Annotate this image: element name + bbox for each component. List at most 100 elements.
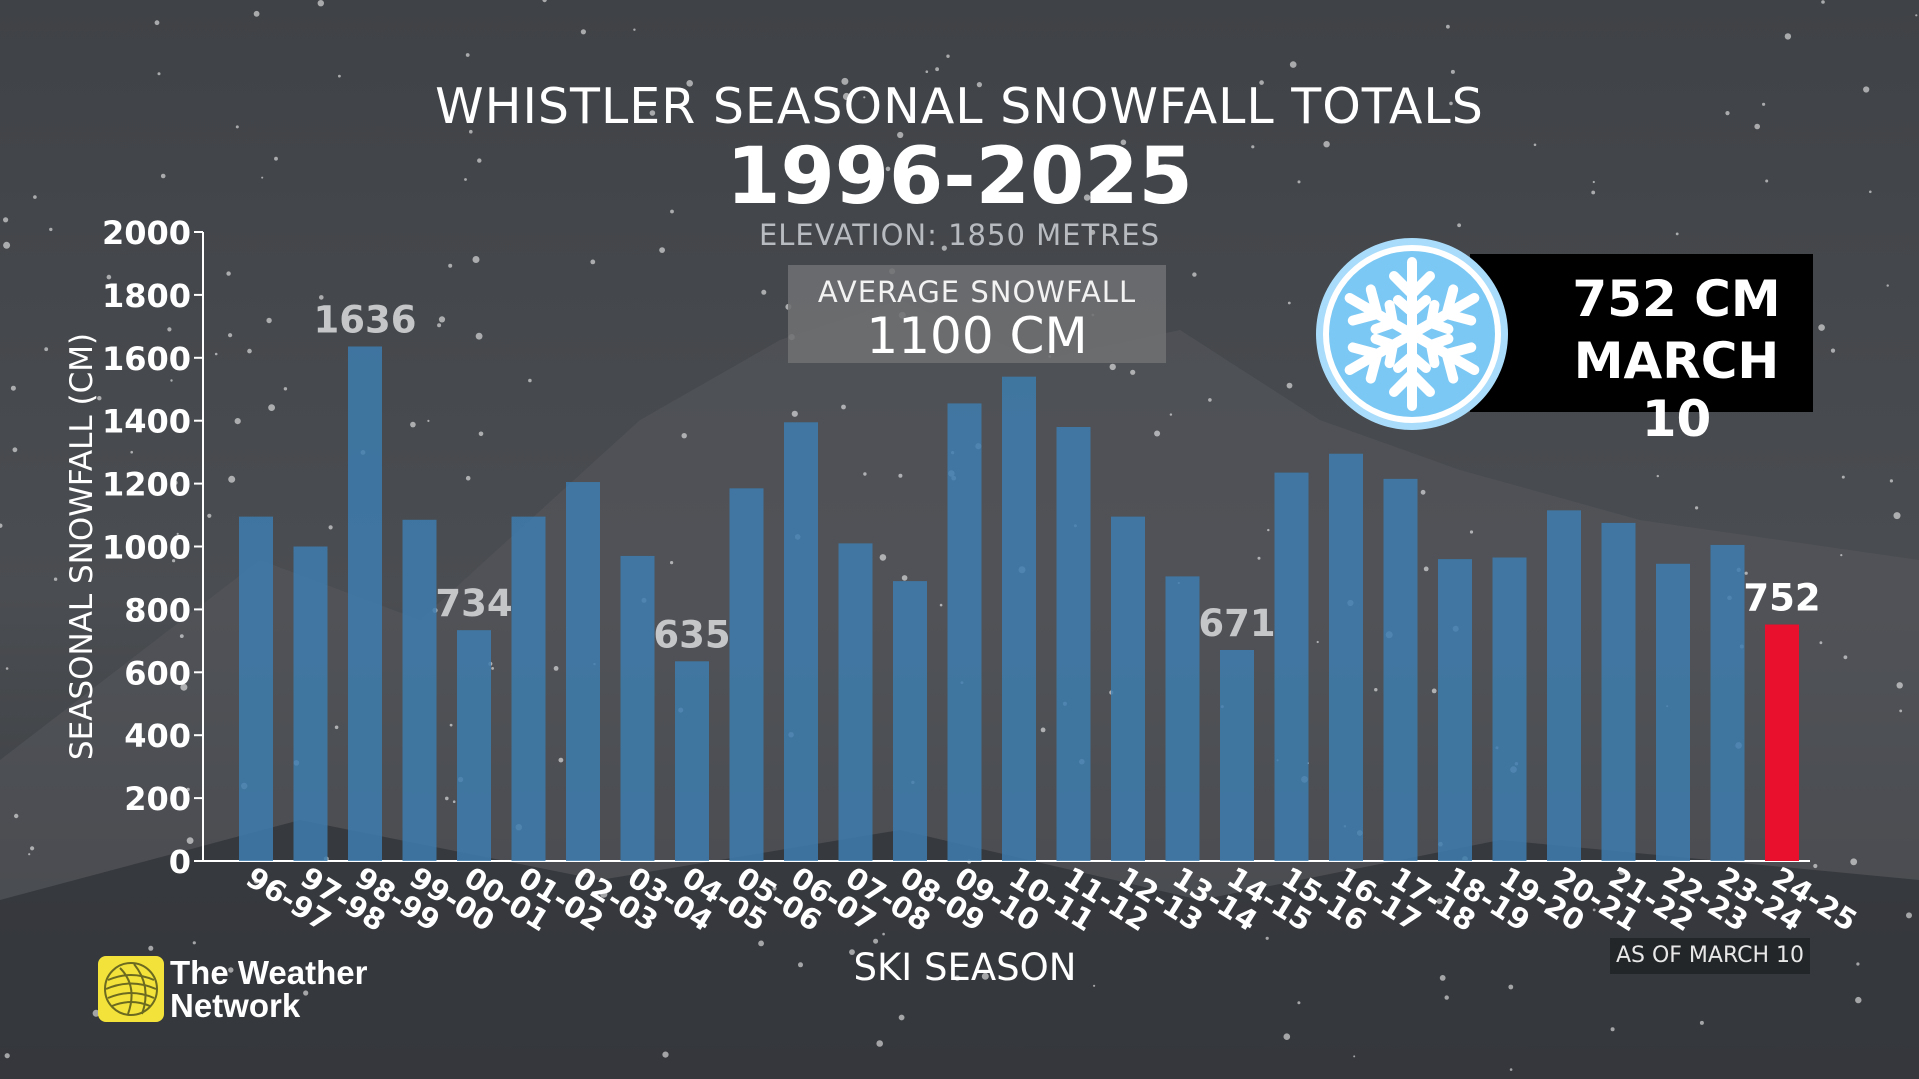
bar: [1710, 544, 1745, 861]
y-tick-label: 1600: [102, 340, 191, 378]
bar: [784, 422, 818, 861]
snow-particle: [659, 247, 665, 254]
snow-particle: [160, 173, 166, 179]
snow-particle: [303, 990, 309, 996]
snow-particle: [553, 666, 559, 671]
bar: [1765, 624, 1799, 861]
snow-particle: [1813, 863, 1818, 869]
snow-particle: [172, 559, 176, 563]
snow-particle: [670, 209, 674, 214]
snow-particle: [475, 332, 483, 340]
snow-particle: [542, 0, 547, 3]
snow-particle: [1040, 727, 1046, 733]
snow-particle: [1251, 145, 1255, 149]
snow-particle: [1169, 413, 1173, 416]
bar: [566, 482, 600, 861]
snow-particle: [580, 29, 587, 35]
snow-particle: [1855, 996, 1862, 1004]
brand-line1: The Weather: [170, 954, 368, 991]
bar: [1274, 472, 1309, 861]
snow-particle: [1899, 709, 1903, 713]
snow-particle: [0, 523, 3, 528]
snow-particle: [1120, 139, 1127, 146]
snow-particle: [469, 129, 473, 134]
snow-particle: [600, 890, 608, 898]
snow-particle: [445, 796, 449, 801]
snow-particle: [935, 67, 939, 72]
snow-particle: [1431, 688, 1437, 694]
snow-particle: [157, 72, 161, 76]
snow-particle: [925, 70, 929, 73]
snow-particle: [1725, 111, 1730, 116]
snow-particle: [662, 1051, 669, 1058]
snow-particle: [1449, 101, 1453, 106]
snow-particle: [1656, 474, 1660, 478]
snow-particle: [192, 941, 196, 945]
y-tick-label: 1400: [102, 403, 191, 441]
snow-particle: [873, 938, 879, 944]
callout-date: MARCH 10: [1573, 332, 1780, 448]
snow-particle: [981, 972, 989, 980]
globe-logo-icon: [98, 956, 164, 1022]
bar: [620, 555, 655, 861]
snow-particle: [1886, 284, 1889, 287]
snow-particle: [1818, 324, 1825, 331]
snow-particle: [1259, 80, 1264, 85]
snow-particle: [1840, 554, 1843, 557]
snow-particle: [452, 800, 456, 803]
snow-particle: [317, 0, 324, 7]
snow-particle: [791, 410, 798, 417]
snow-particle: [186, 837, 194, 844]
snow-particle: [1896, 682, 1903, 689]
snow-particle: [1843, 655, 1848, 660]
y-axis-title: SEASONAL SNOWFALL (CM): [64, 333, 100, 760]
snow-particle: [1533, 143, 1537, 147]
snow-particle: [681, 433, 687, 439]
snow-particle: [173, 480, 178, 485]
snow-particle: [1830, 348, 1836, 353]
snow-particle: [1592, 908, 1596, 912]
snow-particle: [1444, 995, 1449, 1000]
bar: [1656, 563, 1690, 861]
snow-particle: [1446, 24, 1450, 29]
snow-particle: [1675, 232, 1679, 236]
snow-particle: [253, 878, 260, 884]
snow-particle: [1610, 1027, 1615, 1032]
bar: [1547, 510, 1581, 861]
weather-network-logo: The Weather Network: [98, 954, 398, 1026]
chart-title: WHISTLER SEASONAL SNOWFALL TOTALS: [435, 78, 1484, 135]
bar: [1383, 478, 1418, 861]
bar: [838, 543, 873, 861]
snow-particle: [283, 387, 288, 391]
y-tick-label: 1000: [102, 529, 191, 567]
snow-particle: [1283, 1033, 1291, 1040]
snow-particle: [1195, 91, 1200, 96]
snow-particle: [590, 259, 596, 265]
snow-particle: [228, 475, 236, 483]
snow-particle: [946, 54, 950, 58]
snow-particle: [1821, 0, 1825, 4]
elevation-note: ELEVATION: 1850 METRES: [758, 218, 1161, 252]
snow-particle: [1754, 123, 1760, 130]
snow-particle: [1863, 86, 1870, 93]
bar: [1111, 516, 1145, 861]
snow-particle: [1192, 272, 1197, 277]
snow-particle: [1316, 640, 1319, 644]
snow-particle: [863, 472, 867, 476]
snow-particle: [1208, 398, 1212, 402]
snow-particle: [226, 271, 231, 276]
bar: [293, 546, 328, 861]
snow-particle: [849, 949, 855, 955]
bar: [1220, 649, 1254, 861]
snow-particle: [207, 513, 212, 518]
snow-particle: [477, 158, 482, 163]
y-tick-label: 1800: [102, 277, 191, 315]
snow-particle: [33, 195, 37, 199]
snow-particle: [901, 575, 908, 581]
bar: [1438, 559, 1472, 861]
snow-particle: [1374, 688, 1378, 692]
snow-particle: [1267, 528, 1270, 532]
data-label: 752: [1743, 576, 1820, 619]
snow-particle: [1090, 229, 1096, 235]
snow-particle: [253, 10, 260, 17]
